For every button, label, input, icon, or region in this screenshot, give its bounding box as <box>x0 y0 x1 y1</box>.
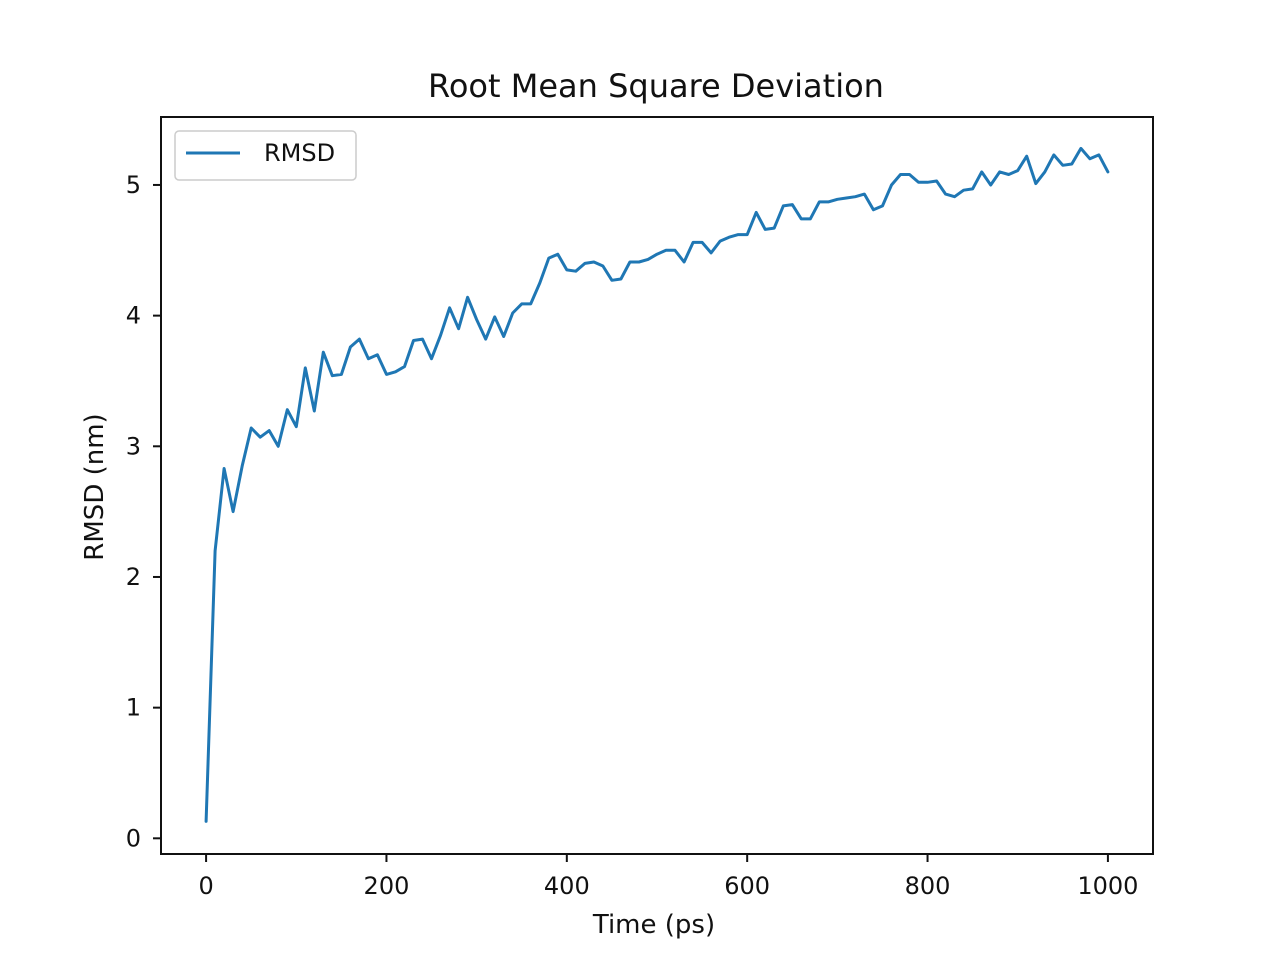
x-axis-ticks: 0 200 400 600 800 1000 <box>198 854 1138 900</box>
legend: RMSD <box>174 130 357 181</box>
axes-frame <box>160 116 1154 855</box>
y-tick-label: 2 <box>126 563 141 591</box>
y-tick-label: 5 <box>126 171 141 199</box>
legend-box <box>174 130 357 181</box>
y-axis-label: RMSD (nm) <box>80 413 110 560</box>
y-tick-label: 0 <box>126 824 141 852</box>
y-tick-label: 4 <box>126 302 141 330</box>
y-tick-label: 1 <box>126 694 141 722</box>
x-tick-label: 400 <box>544 872 590 900</box>
x-tick-label: 800 <box>905 872 951 900</box>
legend-label-rmsd: RMSD <box>264 139 335 167</box>
series-line-rmsd <box>204 146 1110 823</box>
x-tick-label: 0 <box>198 872 213 900</box>
y-axis-ticks: 0 1 2 3 4 5 <box>126 171 161 852</box>
x-tick-label: 200 <box>364 872 410 900</box>
x-tick-label: 600 <box>724 872 770 900</box>
y-tick-label: 3 <box>126 432 141 460</box>
x-axis-label: Time (ps) <box>592 910 715 940</box>
chart-title: Root Mean Square Deviation <box>428 67 884 105</box>
plot-area <box>204 146 1110 823</box>
x-tick-label: 1000 <box>1077 872 1138 900</box>
